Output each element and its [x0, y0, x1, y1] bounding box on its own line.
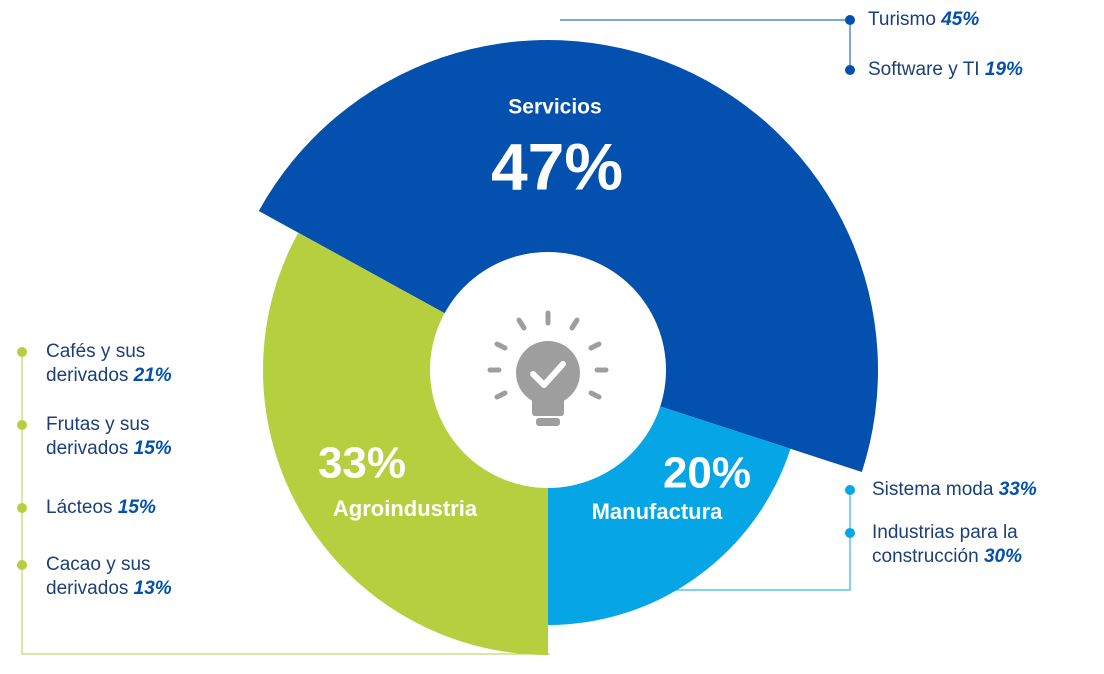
detail-item: Industrias para la construcción 30% [872, 521, 1092, 569]
slice-value-label: 33% [318, 439, 406, 488]
detail-name: Cacao y sus derivados [46, 554, 151, 599]
slice-label: Agroindustria [333, 496, 478, 521]
bullet [845, 485, 855, 495]
detail-value: 33% [998, 479, 1037, 500]
slice-label: Servicios [508, 96, 601, 119]
callout-line [21, 352, 550, 655]
detail-value: 19% [984, 59, 1023, 80]
detail-item: Frutas y sus derivados 15% [46, 413, 216, 461]
bulb-icon [487, 310, 609, 426]
slice-label: Manufactura [592, 499, 724, 524]
bullet [845, 15, 855, 25]
detail-name: Industrias para la construcción [872, 522, 1018, 567]
detail-item: Cafés y sus derivados 21% [46, 340, 216, 388]
bullet [17, 420, 27, 430]
detail-item: Cacao y sus derivados 13% [46, 553, 216, 601]
detail-value: 15% [133, 438, 172, 459]
detail-name: Frutas y sus derivados [46, 414, 150, 459]
detail-name: Software y TI [868, 59, 980, 80]
detail-name: Lácteos [46, 497, 113, 518]
bullet [17, 347, 27, 357]
detail-item: Software y TI 19% [868, 58, 1098, 82]
detail-name: Turismo [868, 9, 936, 30]
bullet [845, 528, 855, 538]
detail-value: 45% [941, 9, 980, 30]
detail-value: 15% [117, 497, 156, 518]
bullet [17, 560, 27, 570]
detail-name: Sistema moda [872, 479, 994, 500]
detail-value: 21% [133, 365, 172, 386]
slice-value-label: 47% [491, 129, 623, 203]
detail-value: 13% [133, 578, 172, 599]
bullet [17, 503, 27, 513]
detail-name: Cafés y sus derivados [46, 341, 146, 386]
slice-value-label: 20% [663, 449, 751, 498]
callout-line [675, 490, 851, 591]
detail-item: Turismo 45% [868, 8, 1098, 32]
detail-item: Lácteos 15% [46, 496, 216, 520]
bullet [845, 65, 855, 75]
detail-value: 30% [983, 546, 1022, 567]
detail-item: Sistema moda 33% [872, 478, 1092, 502]
